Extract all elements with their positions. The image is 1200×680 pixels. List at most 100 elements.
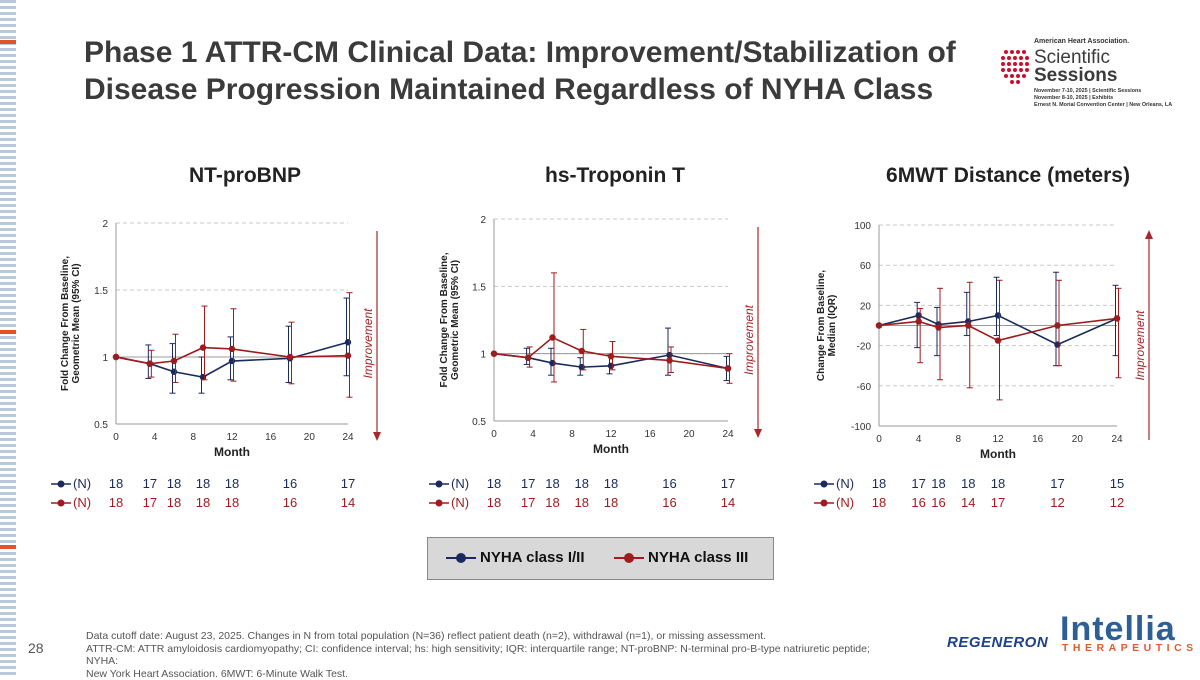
troponin-x-tick-label: 4 [530,429,536,440]
6mwt-class3-n-legend-marker [821,500,828,507]
ntprobnp-x-axis-label: Month [214,445,250,459]
troponin-y-axis-label-line2: Geometric Mean (95% CI) [450,260,461,380]
troponin-class3-n-label: (N) [451,495,469,510]
ntprobnp-improvement-label: Improvement [361,308,375,379]
6mwt-x-tick-label: 12 [992,434,1004,445]
troponin-y-tick-label: 0.5 [472,417,486,428]
6mwt-x-tick-label: 20 [1072,434,1084,445]
ntprobnp-class3-data-point [229,346,235,352]
troponin-x-tick-label: 20 [683,429,695,440]
6mwt-class3-data-point [965,322,971,328]
ntprobnp-x-tick-label: 24 [342,432,354,443]
ntprobnp-class3-data-point [171,358,177,364]
troponin-class3-n-value: 16 [662,495,676,510]
6mwt-x-tick-label: 4 [916,434,922,445]
ntprobnp-class3-n-value: 18 [196,495,210,510]
6mwt-y-axis-label: Change From Baseline,Median (IQR) [816,270,838,381]
troponin-class3-n-value: 18 [487,495,501,510]
ntprobnp-y-axis-label-line1: Fold Change From Baseline, [60,256,71,391]
ntprobnp-class12-n-value: 16 [283,476,297,491]
6mwt-y-tick-label: -60 [857,382,872,393]
troponin-y-axis-label-line1: Fold Change From Baseline, [439,252,450,387]
ntprobnp-y-tick-label: 0.5 [94,420,108,431]
troponin-class3-n-legend-marker [436,500,443,507]
ntprobnp-class3-n-value: 16 [283,495,297,510]
6mwt-y-axis-label-line2: Median (IQR) [827,295,838,357]
ntprobnp-y-axis-label-line2: Geometric Mean (95% CI) [71,263,82,383]
6mwt-y-axis-label-line1: Change From Baseline, [816,270,827,381]
legend-marker-class12 [456,553,466,563]
troponin-x-tick-label: 16 [644,429,656,440]
6mwt-class3-n-value: 17 [991,495,1005,510]
ntprobnp-class3-data-point [113,354,119,360]
ntprobnp-class3-data-point [200,344,206,350]
6mwt-y-tick-label: 20 [860,301,872,312]
6mwt-class3-n-value: 16 [931,495,945,510]
ntprobnp-class12-n-label: (N) [73,476,91,491]
6mwt-class12-n-value: 17 [911,476,925,491]
troponin-x-tick-label: 0 [491,429,497,440]
troponin-improvement-label: Improvement [742,304,756,375]
troponin-class3-n-value: 14 [721,495,735,510]
troponin-class12-n-value: 18 [604,476,618,491]
6mwt-class3-n-label: (N) [836,495,854,510]
6mwt-class3-n-value: 12 [1050,495,1064,510]
6mwt-class12-n-value: 17 [1050,476,1064,491]
6mwt-class3-n-value: 12 [1110,495,1124,510]
ntprobnp-y-tick-label: 2 [102,219,108,230]
6mwt-x-tick-label: 0 [876,434,882,445]
6mwt-class3-data-point [1114,315,1120,321]
6mwt-class12-n-value: 18 [872,476,886,491]
troponin-class3-data-point [725,365,731,371]
troponin-class12-n-value: 16 [662,476,676,491]
ntprobnp-x-tick-label: 16 [265,432,277,443]
troponin-class12-n-value: 18 [487,476,501,491]
regeneron-logo: REGENERON [947,634,1048,651]
6mwt-class3-n-value: 16 [911,495,925,510]
ntprobnp-class3-n-value: 14 [341,495,355,510]
ntprobnp-class3-data-point [287,354,293,360]
ntprobnp-class12-data-point [345,339,351,345]
6mwt-class3-n-value: 14 [961,495,975,510]
ntprobnp-class3-n-value: 18 [225,495,239,510]
troponin-class3-data-point [579,348,585,354]
ntprobnp-class3-data-point [147,361,153,367]
6mwt-y-tick-label: 100 [854,221,871,232]
troponin-class12-n-label: (N) [451,476,469,491]
ntprobnp-class12-n-value: 18 [225,476,239,491]
6mwt-x-tick-label: 24 [1111,434,1123,445]
ntprobnp-class3-n-value: 17 [143,495,157,510]
ntprobnp-class12-n-value: 17 [143,476,157,491]
ntprobnp-y-tick-label: 1 [102,353,108,364]
6mwt-class3-data-point [915,318,921,324]
ntprobnp-y-tick-label: 1.5 [94,286,108,297]
troponin-y-tick-label: 2 [480,215,486,226]
troponin-class12-data-point [608,363,614,369]
ntprobnp-class12-n-value: 17 [341,476,355,491]
troponin-class3-data-point [608,353,614,359]
6mwt-improvement-arrowhead [1145,230,1153,239]
6mwt-class3-n-value: 18 [872,495,886,510]
troponin-improvement-arrowhead [754,429,762,438]
troponin-y-tick-label: 1 [480,350,486,361]
6mwt-class3-data-point [1054,322,1060,328]
ntprobnp-class3-n-label: (N) [73,495,91,510]
troponin-class3-n-value: 18 [575,495,589,510]
ntprobnp-class3-n-legend-marker [58,500,65,507]
ntprobnp-class3-n-value: 18 [167,495,181,510]
troponin-class3-data-point [666,357,672,363]
ntprobnp-x-tick-label: 0 [113,432,119,443]
6mwt-y-tick-label: -20 [857,342,872,353]
6mwt-class12-data-point [995,312,1001,318]
ntprobnp-class12-n-value: 18 [196,476,210,491]
ntprobnp-y-axis-label: Fold Change From Baseline,Geometric Mean… [60,256,82,391]
ntprobnp-improvement-arrowhead [373,432,381,441]
ntprobnp-class12-data-point [229,358,235,364]
footnote-line2: ATTR-CM: ATTR amyloidosis cardiomyopathy… [86,643,876,668]
6mwt-class3-series-line [879,318,1117,340]
troponin-class3-n-value: 18 [545,495,559,510]
intellia-logo-subtitle: THERAPEUTICS [1062,642,1198,654]
6mwt-class3-data-point [995,337,1001,343]
troponin-class12-n-value: 18 [545,476,559,491]
troponin-class3-n-value: 17 [521,495,535,510]
